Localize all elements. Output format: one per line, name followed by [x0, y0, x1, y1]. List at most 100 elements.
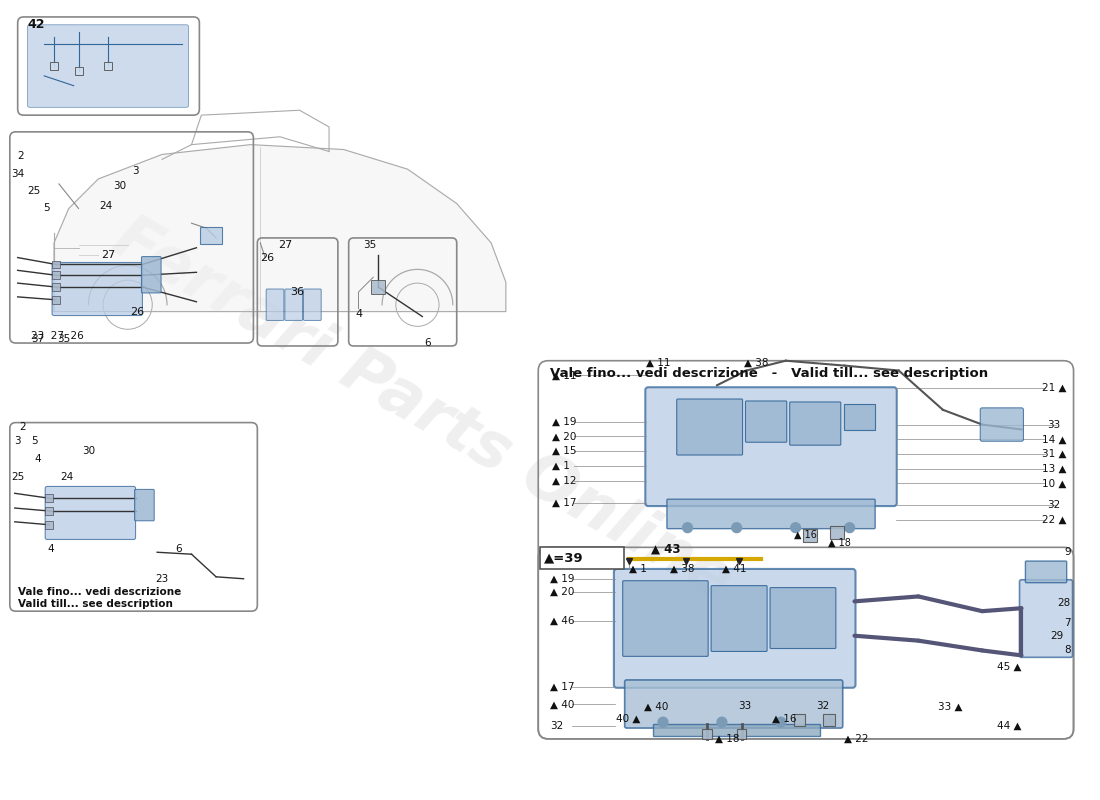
FancyBboxPatch shape	[285, 289, 303, 321]
Text: 4: 4	[34, 454, 41, 464]
Text: 21 ▲: 21 ▲	[1042, 383, 1067, 394]
Text: 5: 5	[43, 203, 50, 214]
Text: 29: 29	[1050, 630, 1064, 641]
Text: 26: 26	[260, 253, 274, 262]
Text: ▲ 1: ▲ 1	[552, 461, 570, 471]
FancyBboxPatch shape	[711, 586, 767, 651]
Text: 35: 35	[363, 240, 376, 250]
FancyBboxPatch shape	[653, 724, 821, 736]
Text: Vale fino... vedi descrizione: Vale fino... vedi descrizione	[18, 586, 180, 597]
FancyBboxPatch shape	[200, 227, 222, 244]
FancyBboxPatch shape	[1020, 580, 1072, 658]
Text: 25: 25	[11, 472, 24, 482]
FancyBboxPatch shape	[830, 526, 844, 539]
Text: 27: 27	[101, 250, 116, 260]
Text: 6: 6	[424, 338, 430, 348]
Text: 36: 36	[290, 287, 305, 297]
Text: ▲ 20: ▲ 20	[552, 431, 576, 442]
FancyBboxPatch shape	[266, 289, 284, 321]
Text: ▲ 18: ▲ 18	[828, 538, 851, 547]
Text: 3: 3	[132, 166, 139, 176]
Text: 30: 30	[81, 446, 95, 456]
FancyBboxPatch shape	[142, 257, 161, 293]
Text: ▲ 12: ▲ 12	[552, 475, 576, 486]
Text: ▲ 40: ▲ 40	[644, 702, 669, 711]
FancyBboxPatch shape	[540, 547, 624, 569]
FancyBboxPatch shape	[51, 62, 58, 70]
Text: ▲ 11: ▲ 11	[646, 358, 670, 368]
Text: ▲ 1: ▲ 1	[628, 564, 647, 574]
Text: 4: 4	[355, 309, 362, 318]
Text: 10 ▲: 10 ▲	[1043, 478, 1067, 489]
Circle shape	[776, 718, 785, 727]
FancyBboxPatch shape	[45, 494, 53, 502]
Circle shape	[732, 522, 741, 533]
FancyBboxPatch shape	[52, 283, 59, 291]
FancyBboxPatch shape	[52, 261, 59, 268]
FancyBboxPatch shape	[1025, 561, 1067, 582]
Text: 30: 30	[113, 181, 127, 191]
Text: 5: 5	[31, 436, 37, 446]
Text: 23: 23	[155, 574, 168, 584]
FancyBboxPatch shape	[844, 404, 876, 430]
Text: 27: 27	[277, 240, 292, 250]
FancyBboxPatch shape	[667, 499, 876, 529]
FancyBboxPatch shape	[803, 529, 817, 542]
Text: ▲ 38: ▲ 38	[670, 564, 695, 574]
FancyBboxPatch shape	[52, 296, 59, 304]
Text: 24: 24	[99, 201, 112, 210]
Text: ▲ 17: ▲ 17	[550, 682, 574, 692]
Text: 4: 4	[47, 544, 54, 554]
Text: 26: 26	[131, 306, 144, 317]
Text: 28: 28	[1057, 598, 1070, 608]
Circle shape	[683, 522, 693, 533]
FancyBboxPatch shape	[746, 401, 786, 442]
Text: ▲ 19: ▲ 19	[552, 417, 576, 426]
Circle shape	[825, 718, 835, 727]
FancyBboxPatch shape	[75, 67, 82, 75]
Text: Ferrari Parts Online: Ferrari Parts Online	[102, 207, 742, 613]
Text: 45 ▲: 45 ▲	[997, 662, 1022, 672]
Text: 13 ▲: 13 ▲	[1042, 464, 1067, 474]
Text: ▲ 18: ▲ 18	[715, 734, 739, 744]
Text: Valid till... see description: Valid till... see description	[18, 599, 173, 610]
Text: Vale fino... vedi descrizione   -   Valid till... see description: Vale fino... vedi descrizione - Valid ti…	[550, 367, 988, 380]
Text: 34: 34	[11, 169, 24, 179]
FancyBboxPatch shape	[676, 399, 742, 455]
FancyBboxPatch shape	[45, 521, 53, 529]
FancyBboxPatch shape	[646, 387, 896, 506]
Text: 44 ▲: 44 ▲	[997, 721, 1022, 731]
Text: 2: 2	[18, 151, 24, 162]
Text: 32: 32	[816, 702, 829, 711]
Text: ▲ 20: ▲ 20	[550, 586, 574, 597]
Text: 23  27  26: 23 27 26	[32, 331, 85, 341]
Text: 33: 33	[1047, 419, 1060, 430]
Text: ▲ 40: ▲ 40	[550, 699, 574, 710]
Text: ▲ 15: ▲ 15	[552, 446, 576, 456]
Text: ▲ 38: ▲ 38	[744, 358, 769, 368]
Text: 42: 42	[28, 18, 45, 31]
Text: 33: 33	[738, 702, 751, 711]
Text: 9: 9	[1064, 547, 1070, 558]
Text: 14 ▲: 14 ▲	[1042, 434, 1067, 444]
Text: ▲ 19: ▲ 19	[550, 574, 574, 584]
FancyBboxPatch shape	[372, 280, 385, 294]
Circle shape	[791, 522, 801, 533]
FancyBboxPatch shape	[623, 581, 708, 656]
Text: 6: 6	[175, 544, 183, 554]
FancyBboxPatch shape	[737, 729, 747, 739]
Text: 32: 32	[1047, 500, 1060, 510]
Text: ▲ 46: ▲ 46	[550, 616, 574, 626]
FancyBboxPatch shape	[790, 402, 840, 445]
FancyBboxPatch shape	[134, 490, 154, 521]
Text: 31 ▲: 31 ▲	[1042, 449, 1067, 459]
Circle shape	[717, 718, 727, 727]
Text: 3: 3	[14, 436, 21, 446]
Polygon shape	[54, 145, 506, 312]
FancyBboxPatch shape	[104, 62, 112, 70]
Text: 33 ▲: 33 ▲	[938, 702, 962, 711]
Text: ▲ 16: ▲ 16	[771, 714, 796, 724]
FancyBboxPatch shape	[52, 271, 59, 279]
Text: 40 ▲: 40 ▲	[616, 714, 641, 724]
FancyBboxPatch shape	[52, 262, 142, 315]
